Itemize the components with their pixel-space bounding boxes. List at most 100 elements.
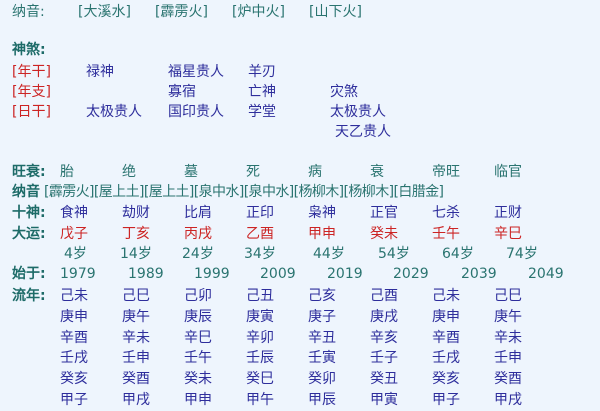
liunian-item: 甲戌 bbox=[494, 392, 522, 408]
wangshuai-item: 病 bbox=[308, 164, 322, 180]
shensha-item: 天乙贵人 bbox=[335, 124, 391, 140]
liunian-item: 壬辰 bbox=[246, 350, 274, 367]
shishen-item: 枭神 bbox=[308, 205, 336, 221]
dayun-age-row: 4岁 14岁 24岁 34岁 44岁 54岁 64岁 74岁 bbox=[0, 244, 600, 265]
liunian-item: 壬申 bbox=[122, 350, 150, 367]
liunian-item: 甲寅 bbox=[370, 392, 398, 408]
wangshuai-item: 死 bbox=[246, 164, 260, 180]
liunian-item: 己未 bbox=[60, 288, 88, 304]
top-nayin-row: 纳音: [大溪水] [霹雳火] [炉中火] [山下火] bbox=[0, 2, 600, 23]
liunian-label: 流年: bbox=[12, 288, 46, 304]
shishen-item: 食神 bbox=[60, 205, 88, 221]
shensha-item: 太极贵人 bbox=[330, 104, 386, 120]
dayun-item[interactable]: 癸未 bbox=[370, 226, 398, 242]
liunian-item: 癸卯 bbox=[308, 371, 336, 388]
liunian-item: 癸亥 bbox=[432, 371, 460, 388]
liunian-item: 己未 bbox=[432, 288, 460, 304]
liunian-row: 甲子 甲戌 甲申 甲午 甲辰 甲寅 甲子 甲戌 bbox=[0, 390, 600, 411]
liunian-item: 甲戌 bbox=[122, 392, 150, 408]
liunian-item: 癸丑 bbox=[370, 371, 398, 388]
liunian-header: 流年: bbox=[0, 286, 600, 307]
liunian-item: 壬午 bbox=[184, 350, 212, 367]
shensha-item: 国印贵人 bbox=[168, 104, 224, 120]
wangshuai-item: 帝旺 bbox=[432, 164, 460, 180]
liunian-item: 庚申 bbox=[432, 308, 460, 325]
liunian-item: 辛酉 bbox=[60, 329, 88, 346]
liunian-item: 辛未 bbox=[494, 329, 522, 346]
dayun-age: 24岁 bbox=[182, 246, 214, 262]
shiyu-label: 始于: bbox=[12, 266, 46, 282]
dayun-item[interactable]: 乙酉 bbox=[246, 226, 274, 242]
dayun-item[interactable]: 戊子 bbox=[60, 226, 88, 242]
liunian-item: 甲子 bbox=[60, 392, 88, 408]
liunian-item: 庚午 bbox=[494, 308, 522, 325]
shiyu-row: 始于: 1979 1989 1999 2009 2019 2029 2039 2… bbox=[0, 264, 600, 285]
liunian-item: 甲申 bbox=[184, 392, 212, 408]
wangshuai-item: 衰 bbox=[370, 164, 384, 180]
liunian-item: 癸亥 bbox=[60, 371, 88, 388]
liunian-row: 壬戌 壬申 壬午 壬辰 壬寅 壬子 壬戌 壬申 bbox=[0, 348, 600, 369]
dayun-age: 74岁 bbox=[506, 246, 538, 262]
shensha-pillar-label: [年干] bbox=[12, 64, 51, 80]
dayun-item[interactable]: 甲申 bbox=[308, 226, 336, 242]
shensha-row: [年干] 禄神 福星贵人 羊刃 bbox=[0, 62, 600, 83]
shiyu-year: 2019 bbox=[327, 266, 363, 282]
dayun-row: 大运: 戊子 丁亥 丙戌 乙酉 甲申 癸未 壬午 辛巳 bbox=[0, 224, 600, 245]
nayin-item: [大溪水] bbox=[78, 4, 131, 20]
shiyu-year: 2029 bbox=[393, 266, 429, 282]
shishen-item: 七杀 bbox=[432, 205, 460, 221]
shiyu-year: 1999 bbox=[194, 266, 230, 282]
nayin-item: [山下火] bbox=[309, 4, 362, 20]
dayun-item[interactable]: 丙戌 bbox=[184, 226, 212, 242]
liunian-item: 壬申 bbox=[494, 350, 522, 367]
liunian-row: 癸亥 癸酉 癸未 癸巳 癸卯 癸丑 癸亥 癸酉 bbox=[0, 369, 600, 390]
wangshuai-item: 绝 bbox=[122, 164, 136, 180]
liunian-item: 己丑 bbox=[246, 288, 274, 304]
liunian-row: 辛酉 辛未 辛巳 辛卯 辛丑 辛亥 辛酉 辛未 bbox=[0, 328, 600, 349]
dayun-item[interactable]: 丁亥 bbox=[122, 226, 150, 242]
liunian-item: 庚寅 bbox=[246, 308, 274, 325]
dayun-age: 14岁 bbox=[120, 246, 152, 262]
liunian-item: 辛巳 bbox=[184, 329, 212, 346]
dayun-item[interactable]: 辛巳 bbox=[494, 226, 522, 242]
liunian-item: 辛丑 bbox=[308, 329, 336, 346]
shiyu-year: 2039 bbox=[461, 266, 497, 282]
shensha-row: [日干] 太极贵人 国印贵人 学堂 太极贵人 bbox=[0, 102, 600, 123]
liunian-item: 己巳 bbox=[494, 288, 522, 304]
liunian-item: 己亥 bbox=[308, 288, 336, 304]
liunian-item: 辛酉 bbox=[432, 329, 460, 346]
shishen-item: 正印 bbox=[246, 205, 274, 221]
dayun-age: 44岁 bbox=[313, 246, 345, 262]
dayun-age: 34岁 bbox=[244, 246, 276, 262]
shiyu-year: 1979 bbox=[60, 266, 96, 282]
shiyu-year: 2049 bbox=[528, 266, 564, 282]
liunian-item: 庚子 bbox=[308, 308, 336, 325]
liunian-item: 己卯 bbox=[184, 288, 212, 304]
liunian-item: 庚申 bbox=[60, 308, 88, 325]
liunian-item: 己巳 bbox=[122, 288, 150, 304]
shiyu-year: 1989 bbox=[128, 266, 164, 282]
shensha-item: 学堂 bbox=[248, 104, 276, 120]
liunian-item: 辛未 bbox=[122, 329, 150, 346]
shensha-pillar-label: [年支] bbox=[12, 84, 51, 100]
dayun-label: 大运: bbox=[12, 226, 46, 242]
nayin-item: [霹雳火] bbox=[155, 4, 208, 20]
dayun-age: 64岁 bbox=[442, 246, 474, 262]
shensha-label: 神煞: bbox=[12, 42, 46, 58]
shensha-item: 亡神 bbox=[248, 84, 276, 100]
liunian-item: 壬寅 bbox=[308, 350, 336, 367]
liunian-item: 甲子 bbox=[432, 392, 460, 408]
dayun-item[interactable]: 壬午 bbox=[432, 226, 460, 242]
dayun-age: 54岁 bbox=[378, 246, 410, 262]
liunian-item: 己酉 bbox=[370, 288, 398, 304]
shishen-item: 正官 bbox=[370, 205, 398, 221]
liunian-item: 癸酉 bbox=[494, 371, 522, 388]
liunian-item: 癸巳 bbox=[246, 371, 274, 388]
shensha-item: 寡宿 bbox=[168, 84, 196, 100]
shensha-item: 福星贵人 bbox=[168, 64, 224, 80]
shishen-row: 十神: 食神 劫财 比肩 正印 枭神 正官 七杀 正财 bbox=[0, 203, 600, 224]
liunian-item: 癸酉 bbox=[122, 371, 150, 388]
liunian-item: 庚戌 bbox=[370, 308, 398, 325]
liunian-item: 辛亥 bbox=[370, 329, 398, 346]
shensha-row: [年支] 寡宿 亡神 灾煞 bbox=[0, 82, 600, 103]
